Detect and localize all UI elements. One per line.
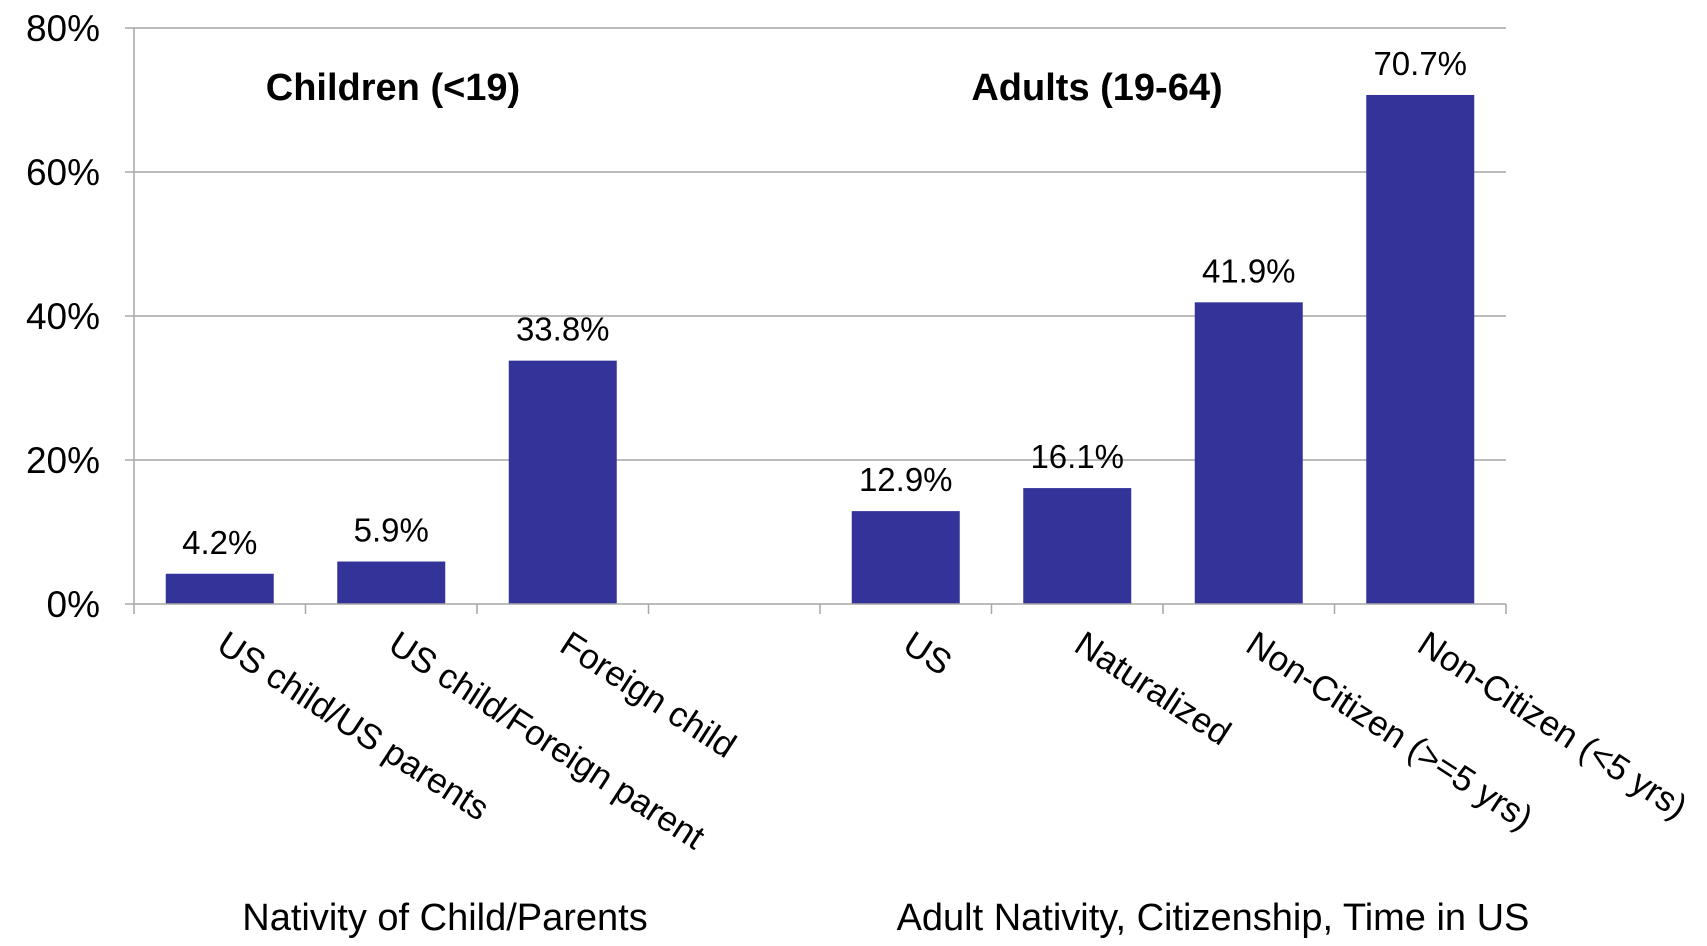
bar <box>165 573 274 604</box>
bar <box>1194 302 1303 604</box>
x-tick-label: Non-Citizen (<5 yrs) <box>1411 624 1694 827</box>
axes <box>125 27 1507 614</box>
data-label: 5.9% <box>354 512 429 549</box>
x-tick-label: US child/US parents <box>210 624 496 828</box>
children-x-axis-title: Nativity of Child/Parents <box>242 897 648 939</box>
data-label: 33.8% <box>516 311 610 348</box>
y-tick-label: 0% <box>47 584 100 625</box>
adults-x-axis-title: Adult Nativity, Citizenship, Time in US <box>897 897 1530 939</box>
y-tick-label: 60% <box>26 152 100 193</box>
data-label: 4.2% <box>182 524 257 561</box>
bar <box>851 511 960 604</box>
y-tick-label: 20% <box>26 440 100 481</box>
data-label: 12.9% <box>859 461 953 498</box>
data-label: 16.1% <box>1030 438 1124 475</box>
x-tick-label: Non-Citizen (>=5 yrs) <box>1239 624 1539 838</box>
x-tick-label: US child/Foreign parent <box>382 624 712 857</box>
bar <box>337 561 446 604</box>
bar <box>1023 488 1132 604</box>
bars <box>165 94 1475 605</box>
data-label: 41.9% <box>1202 252 1296 289</box>
data-label: 70.7% <box>1373 45 1467 82</box>
bar <box>508 360 617 604</box>
children-group-title: Children (<19) <box>266 67 520 109</box>
x-tick-label: US <box>896 624 958 683</box>
y-tick-label: 40% <box>26 296 100 337</box>
adults-group-title: Adults (19-64) <box>971 67 1222 109</box>
bar <box>1366 94 1475 605</box>
x-tick-label: Naturalized <box>1068 624 1238 753</box>
y-tick-label: 80% <box>26 8 100 49</box>
